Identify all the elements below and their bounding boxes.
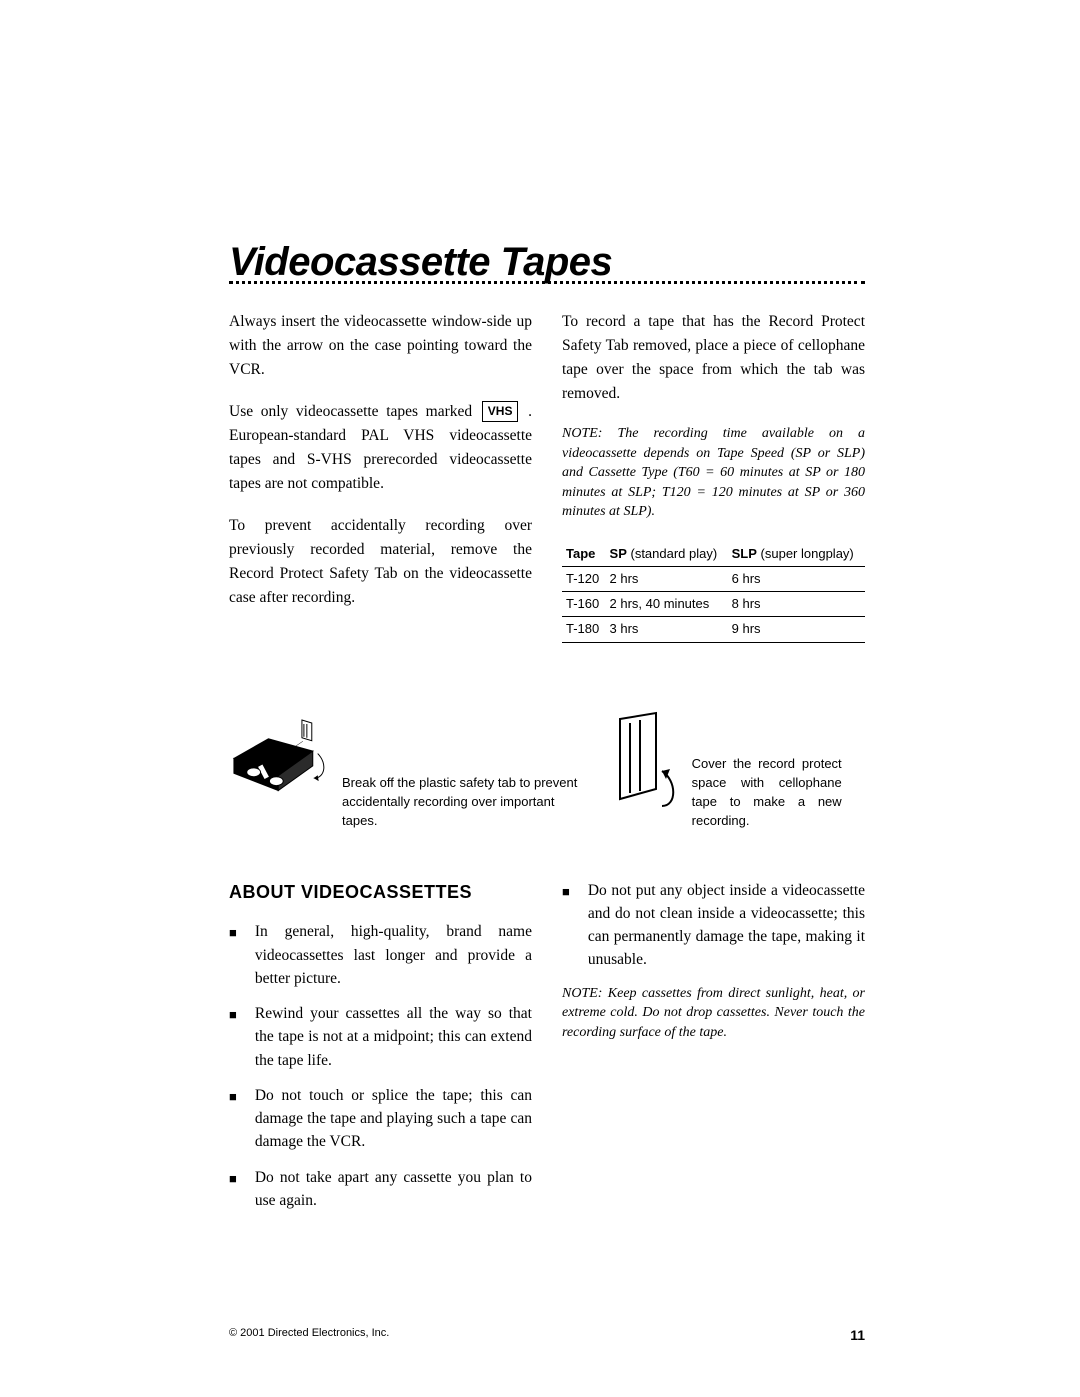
square-bullet-icon: ■ xyxy=(229,923,237,990)
vhs-badge: VHS xyxy=(482,401,519,422)
th-slp: SLP (super longplay) xyxy=(728,542,865,567)
note-label: NOTE: xyxy=(562,986,602,1001)
cell: 9 hrs xyxy=(728,617,865,642)
bullet-text: Do not touch or splice the tape; this ca… xyxy=(255,1084,532,1154)
about-right: ■Do not put any object inside a videocas… xyxy=(562,831,865,1225)
cell: 2 hrs xyxy=(606,567,728,592)
text: Use only videocassette tapes marked xyxy=(229,403,480,420)
page-title: Videocassette Tapes xyxy=(229,240,865,285)
th-sp: SP (standard play) xyxy=(606,542,728,567)
list-item: ■ Do not take apart any cassette you plan… xyxy=(229,1166,532,1213)
bullet-list-right: ■Do not put any object inside a videocas… xyxy=(562,879,865,972)
note-body: Keep cassettes from direct sunlight, hea… xyxy=(562,986,865,1040)
cassette-illustration xyxy=(229,681,330,831)
column-left: Always insert the videocassette window-s… xyxy=(229,310,532,643)
bullet-text: Do not take apart any cassette you plan … xyxy=(255,1166,532,1213)
square-bullet-icon: ■ xyxy=(562,882,570,972)
cell: 6 hrs xyxy=(728,567,865,592)
table-row: T-120 2 hrs 6 hrs xyxy=(562,567,865,592)
about-heading: ABOUT VIDEOCASSETTES xyxy=(229,879,532,907)
note: NOTE: The recording time available on a … xyxy=(562,424,865,522)
para: Always insert the videocassette window-s… xyxy=(229,310,532,382)
th-label: SLP xyxy=(732,546,757,561)
list-item: ■ In general, high-quality, brand name vi… xyxy=(229,920,532,990)
list-item: ■ Do not touch or splice the tape; this c… xyxy=(229,1084,532,1154)
note-label: NOTE: xyxy=(562,426,602,441)
para: Use only videocassette tapes marked VHS … xyxy=(229,400,532,496)
table-row: T-160 2 hrs, 40 minutes 8 hrs xyxy=(562,592,865,617)
square-bullet-icon: ■ xyxy=(229,1087,237,1154)
figure-cassette-caption: Break off the plastic safety tab to prev… xyxy=(342,774,584,831)
cell: T-120 xyxy=(562,567,606,592)
square-bullet-icon: ■ xyxy=(229,1169,237,1213)
about-columns: ABOUT VIDEOCASSETTES ■ In general, high-q… xyxy=(229,831,865,1225)
cell: T-160 xyxy=(562,592,606,617)
th-label: (standard play) xyxy=(627,546,717,561)
figure-cassette: Break off the plastic safety tab to prev… xyxy=(229,681,584,831)
th-label: (super longplay) xyxy=(757,546,854,561)
tape-cover-illustration xyxy=(612,711,682,831)
th-label: Tape xyxy=(566,546,595,561)
table-row: T-180 3 hrs 9 hrs xyxy=(562,617,865,642)
bullet-text: Do not put any object inside a videocass… xyxy=(588,879,865,972)
about-left: ABOUT VIDEOCASSETTES ■ In general, high-q… xyxy=(229,831,532,1225)
page-number: 11 xyxy=(850,1327,865,1343)
figure-tape-cover-caption: Cover the record protect space with cell… xyxy=(692,755,842,830)
figures-row: Break off the plastic safety tab to prev… xyxy=(229,681,865,831)
tape-table: Tape SP (standard play) SLP (super longp… xyxy=(562,542,865,643)
note: NOTE: Keep cassettes from direct sunligh… xyxy=(562,984,865,1043)
th-label: SP xyxy=(610,546,627,561)
figure-tape-cover: Cover the record protect space with cell… xyxy=(612,681,865,831)
square-bullet-icon: ■ xyxy=(229,1005,237,1072)
bullet-list-left: ■ In general, high-quality, brand name vi… xyxy=(229,920,532,1212)
th-tape: Tape xyxy=(562,542,606,567)
cell: 8 hrs xyxy=(728,592,865,617)
cell: 3 hrs xyxy=(606,617,728,642)
column-right: To record a tape that has the Record Pro… xyxy=(562,310,865,643)
list-item: ■ Rewind your cassettes all the way so th… xyxy=(229,1002,532,1072)
para: To prevent accidentally recording over p… xyxy=(229,514,532,610)
list-item: ■Do not put any object inside a videocas… xyxy=(562,879,865,972)
cell: T-180 xyxy=(562,617,606,642)
page-footer: © 2001 Directed Electronics, Inc. 11 xyxy=(229,1327,865,1343)
bullet-text: In general, high-quality, brand name vid… xyxy=(255,920,532,990)
footer-copyright: © 2001 Directed Electronics, Inc. xyxy=(229,1327,389,1343)
cell: 2 hrs, 40 minutes xyxy=(606,592,728,617)
bullet-text: Rewind your cassettes all the way so tha… xyxy=(255,1002,532,1072)
para: To record a tape that has the Record Pro… xyxy=(562,310,865,406)
note-body: The recording time available on a videoc… xyxy=(562,426,865,519)
intro-columns: Always insert the videocassette window-s… xyxy=(229,310,865,643)
